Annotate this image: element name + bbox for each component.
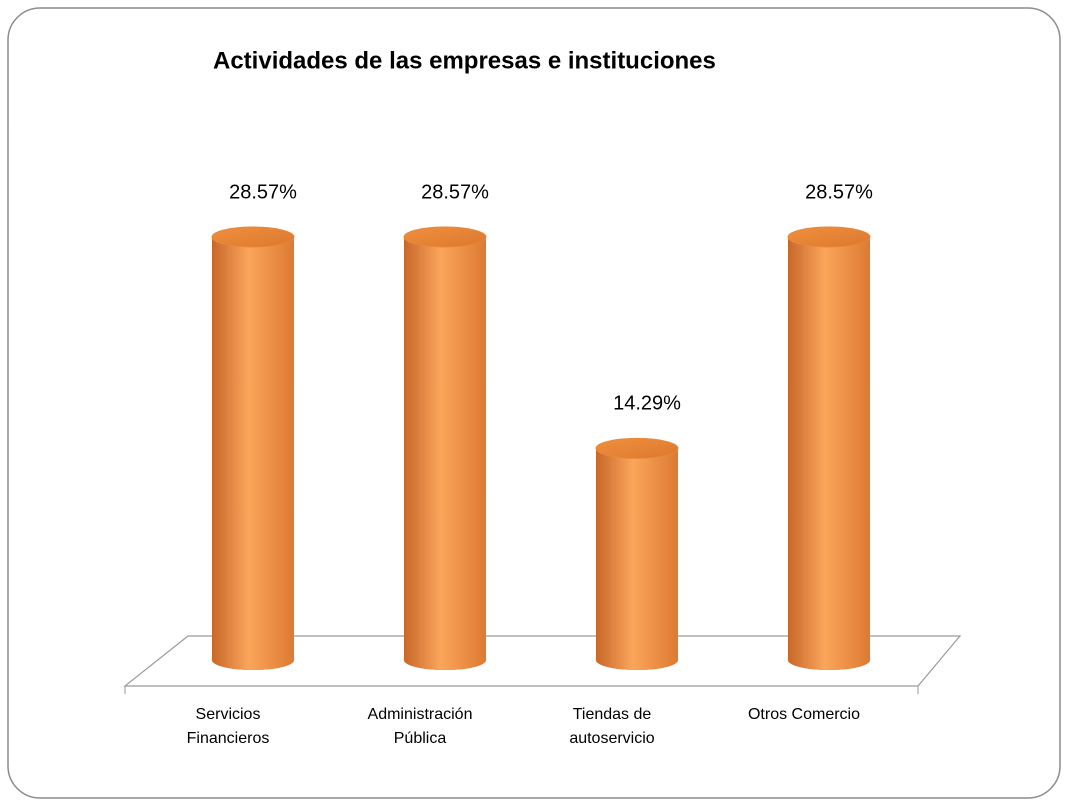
x-tick-label: Administración Pública <box>367 706 473 747</box>
value-label: 28.57% <box>229 181 297 203</box>
chart-title: Actividades de las empresas e institucio… <box>213 47 716 74</box>
bar <box>212 237 294 660</box>
x-tick-label: Servicios Financieros <box>186 706 270 747</box>
bar <box>596 448 678 660</box>
bar <box>404 237 486 660</box>
bar-bottom-front <box>404 650 486 670</box>
value-label: 28.57% <box>421 181 489 203</box>
bar-top <box>595 437 679 459</box>
x-tick-label: Tiendas de autoservicio <box>569 706 655 747</box>
bar-top <box>403 226 487 248</box>
x-tick-label: Otros Comercio <box>747 706 861 723</box>
value-label: 14.29% <box>613 393 681 415</box>
bar-bottom-front <box>596 650 678 670</box>
floor <box>123 635 962 687</box>
bar-bottom-front <box>212 650 294 670</box>
bar <box>788 237 870 660</box>
value-label: 28.57% <box>805 181 873 203</box>
bar-bottom-front <box>788 650 870 670</box>
bar-top <box>211 226 295 248</box>
bar-top <box>787 226 871 248</box>
